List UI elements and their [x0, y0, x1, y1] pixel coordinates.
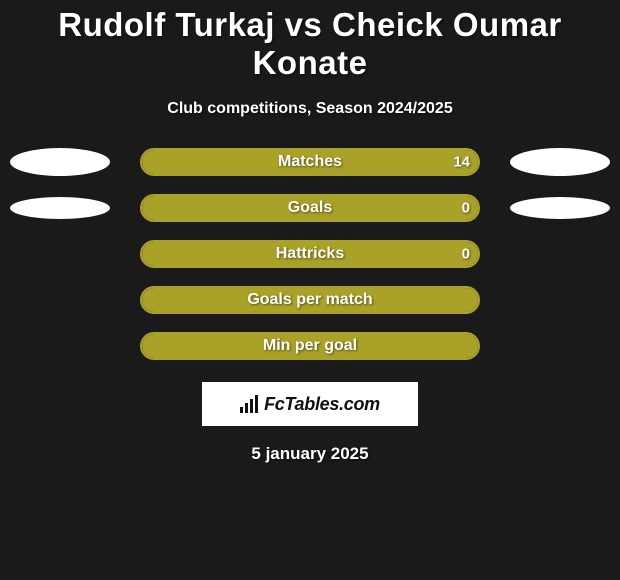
stat-label: Matches [278, 153, 342, 171]
stat-value-right: 14 [453, 154, 470, 171]
stat-label: Goals per match [247, 291, 372, 309]
stat-row: Goals 0 [0, 194, 620, 222]
date-label: 5 january 2025 [0, 444, 620, 464]
stat-rows: Matches 14 Goals 0 Hattricks 0 Goals per match… [0, 148, 620, 360]
stat-value-right: 0 [462, 200, 470, 217]
stat-row: Min per goal [0, 332, 620, 360]
stat-row: Matches 14 [0, 148, 620, 176]
player-left-marker [10, 148, 110, 176]
stat-label: Hattricks [276, 245, 344, 263]
logo-text: FcTables.com [264, 394, 380, 415]
player-right-marker [510, 148, 610, 176]
stat-bar: Min per goal [140, 332, 480, 360]
stat-bar: Goals 0 [140, 194, 480, 222]
stat-label: Min per goal [263, 337, 357, 355]
stat-label: Goals [288, 199, 332, 217]
bar-chart-icon [240, 395, 258, 413]
player-left-marker [10, 197, 110, 219]
stat-value-right: 0 [462, 246, 470, 263]
stat-row: Goals per match [0, 286, 620, 314]
stat-row: Hattricks 0 [0, 240, 620, 268]
fctables-logo: FcTables.com [202, 382, 418, 426]
player-right-marker [510, 197, 610, 219]
comparison-infographic: Rudolf Turkaj vs Cheick Oumar Konate Clu… [0, 0, 620, 580]
subtitle: Club competitions, Season 2024/2025 [0, 100, 620, 118]
stat-bar: Matches 14 [140, 148, 480, 176]
stat-bar: Goals per match [140, 286, 480, 314]
page-title: Rudolf Turkaj vs Cheick Oumar Konate [0, 6, 620, 82]
stat-bar: Hattricks 0 [140, 240, 480, 268]
